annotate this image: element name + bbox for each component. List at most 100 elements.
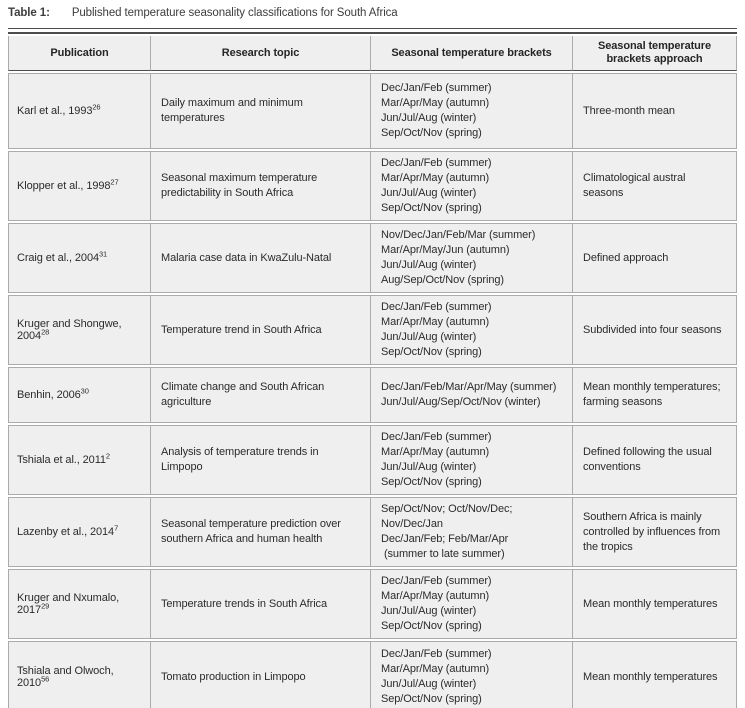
approach-cell: Subdivided into four seasons [572, 295, 737, 365]
table-row: Karl et al., 199326 Daily maximum and mi… [8, 73, 737, 149]
bracket-line: Jun/Jul/Aug (winter) [381, 605, 477, 617]
topic-cell: Seasonal temperature prediction over sou… [150, 497, 370, 567]
approach-cell: Mean monthly temperatures; farming seaso… [572, 367, 737, 423]
bracket-line: Mar/Apr/May (autumn) [381, 316, 490, 328]
approach-cell: Defined following the usual conventions [572, 425, 737, 495]
publication-text: Craig et al., 2004 [17, 252, 99, 264]
bracket-line: Mar/Apr/May (autumn) [381, 172, 490, 184]
bracket-line: Sep/Oct/Nov (spring) [381, 476, 482, 488]
bracket-line: (summer to late summer) [381, 548, 505, 560]
bracket-line: Jun/Jul/Aug (winter) [381, 112, 477, 124]
bracket-line: Jun/Jul/Aug (winter) [381, 331, 477, 343]
bracket-line: Sep/Oct/Nov; Oct/Nov/Dec; Nov/Dec/Jan [381, 503, 516, 530]
table-caption-text: Published temperature seasonality classi… [71, 7, 398, 19]
approach-cell: Climatological austral seasons [572, 151, 737, 221]
brackets-cell: Dec/Jan/Feb (summer) Mar/Apr/May (autumn)… [370, 569, 572, 639]
topic-cell: Seasonal maximum temperature predictabil… [150, 151, 370, 221]
topic-cell: Analysis of temperature trends in Limpop… [150, 425, 370, 495]
bracket-line: Jun/Jul/Aug/Sep/Oct/Nov (winter) [381, 396, 541, 408]
bracket-line: Sep/Oct/Nov (spring) [381, 127, 482, 139]
bracket-line: Sep/Oct/Nov (spring) [381, 202, 482, 214]
publication-text: Karl et al., 1993 [17, 105, 93, 117]
publication-reference-number: 26 [92, 102, 101, 112]
bracket-line: Aug/Sep/Oct/Nov (spring) [381, 274, 504, 286]
bracket-line: Mar/Apr/May (autumn) [381, 97, 490, 109]
bracket-line: Dec/Jan/Feb (summer) [381, 648, 492, 660]
publication-reference-number: 30 [80, 386, 89, 396]
table-body: Karl et al., 199326 Daily maximum and mi… [8, 73, 737, 708]
bracket-line: Jun/Jul/Aug (winter) [381, 259, 477, 271]
topic-cell: Temperature trend in South Africa [150, 295, 370, 365]
publication-cell: Lazenby et al., 20147 [8, 497, 150, 567]
bracket-line: Dec/Jan/Feb; Feb/Mar/Apr [381, 533, 509, 545]
brackets-cell: Dec/Jan/Feb/Mar/Apr/May (summer) Jun/Jul/… [370, 367, 572, 423]
publication-text: Tshiala and Olwoch, 2010 [17, 665, 114, 689]
publication-reference-number: 29 [41, 601, 50, 611]
table-row: Klopper et al., 199827 Seasonal maximum … [8, 151, 737, 221]
brackets-cell: Dec/Jan/Feb (summer) Mar/Apr/May (autumn)… [370, 425, 572, 495]
topic-cell: Daily maximum and minimum temperatures [150, 73, 370, 149]
approach-cell: Defined approach [572, 223, 737, 293]
publication-reference-number: 7 [114, 523, 119, 533]
bracket-line: Jun/Jul/Aug (winter) [381, 461, 477, 473]
publication-reference-number: 27 [110, 177, 119, 187]
bracket-line: Jun/Jul/Aug (winter) [381, 187, 477, 199]
bracket-line: Dec/Jan/Feb/Mar/Apr/May (summer) [381, 381, 557, 393]
table-caption: Table 1: Published temperature seasonalit… [8, 7, 737, 19]
bracket-line: Nov/Dec/Jan/Feb/Mar (summer) [381, 229, 536, 241]
table-row: Kruger and Shongwe, 200428 Temperature t… [8, 295, 737, 365]
publication-text: Kruger and Nxumalo, 2017 [17, 592, 120, 616]
publication-reference-number: 31 [98, 249, 108, 259]
table-caption-label: Table 1: [8, 7, 50, 19]
column-header-brackets: Seasonal temperature brackets [370, 36, 572, 71]
brackets-cell: Nov/Dec/Jan/Feb/Mar (summer) Mar/Apr/May/… [370, 223, 572, 293]
publication-text: Benhin, 2006 [17, 389, 81, 401]
publication-cell: Benhin, 200630 [8, 367, 150, 423]
publication-cell: Craig et al., 200431 [8, 223, 150, 293]
table-row: Tshiala and Olwoch, 201056 Tomato produc… [8, 641, 737, 708]
topic-cell: Malaria case data in KwaZulu-Natal [150, 223, 370, 293]
brackets-cell: Dec/Jan/Feb (summer) Mar/Apr/May (autumn)… [370, 641, 572, 708]
topic-cell: Tomato production in Limpopo [150, 641, 370, 708]
column-header-approach: Seasonal temperature brackets approach [572, 36, 737, 71]
bracket-line: Dec/Jan/Feb (summer) [381, 301, 492, 313]
bracket-line: Dec/Jan/Feb (summer) [381, 82, 492, 94]
column-header-publication: Publication [8, 36, 150, 71]
bracket-line: Sep/Oct/Nov (spring) [381, 620, 482, 632]
publication-cell: Karl et al., 199326 [8, 73, 150, 149]
brackets-cell: Sep/Oct/Nov; Oct/Nov/Dec; Nov/Dec/Jan Dec… [370, 497, 572, 567]
column-header-research-topic: Research topic [150, 36, 370, 71]
publication-reference-number: 28 [41, 327, 50, 337]
table-row: Benhin, 200630 Climate change and South … [8, 367, 737, 423]
brackets-cell: Dec/Jan/Feb (summer) Mar/Apr/May (autumn)… [370, 73, 572, 149]
publication-text: Lazenby et al., 2014 [17, 526, 115, 538]
publication-text: Tshiala et al., 2011 [17, 454, 106, 466]
table-row: Tshiala et al., 20112 Analysis of temper… [8, 425, 737, 495]
publication-reference-number: 56 [41, 674, 50, 684]
publication-cell: Kruger and Shongwe, 200428 [8, 295, 150, 365]
bracket-line: Sep/Oct/Nov (spring) [381, 693, 482, 705]
topic-cell: Climate change and South African agricul… [150, 367, 370, 423]
bracket-line: Dec/Jan/Feb (summer) [381, 157, 492, 169]
table-row: Craig et al., 200431 Malaria case data i… [8, 223, 737, 293]
bracket-line: Jun/Jul/Aug (winter) [381, 678, 477, 690]
publication-text: Kruger and Shongwe, 2004 [17, 318, 122, 342]
publication-reference-number: 2 [105, 451, 110, 461]
bracket-line: Sep/Oct/Nov (spring) [381, 346, 482, 358]
publication-cell: Kruger and Nxumalo, 201729 [8, 569, 150, 639]
table-row: Lazenby et al., 20147 Seasonal temperatu… [8, 497, 737, 567]
header-row: Publication Research topic Seasonal temp… [8, 36, 737, 71]
bracket-line: Dec/Jan/Feb (summer) [381, 431, 492, 443]
publication-cell: Tshiala and Olwoch, 201056 [8, 641, 150, 708]
table-row: Kruger and Nxumalo, 201729 Temperature t… [8, 569, 737, 639]
bracket-line: Mar/Apr/May (autumn) [381, 446, 490, 458]
bracket-line: Mar/Apr/May (autumn) [381, 663, 490, 675]
approach-cell: Three-month mean [572, 73, 737, 149]
top-double-rule [8, 28, 737, 34]
approach-cell: Mean monthly temperatures [572, 569, 737, 639]
bracket-line: Mar/Apr/May/Jun (autumn) [381, 244, 510, 256]
publication-cell: Klopper et al., 199827 [8, 151, 150, 221]
approach-cell: Southern Africa is mainly controlled by … [572, 497, 737, 567]
seasonality-table: Publication Research topic Seasonal temp… [8, 34, 737, 708]
